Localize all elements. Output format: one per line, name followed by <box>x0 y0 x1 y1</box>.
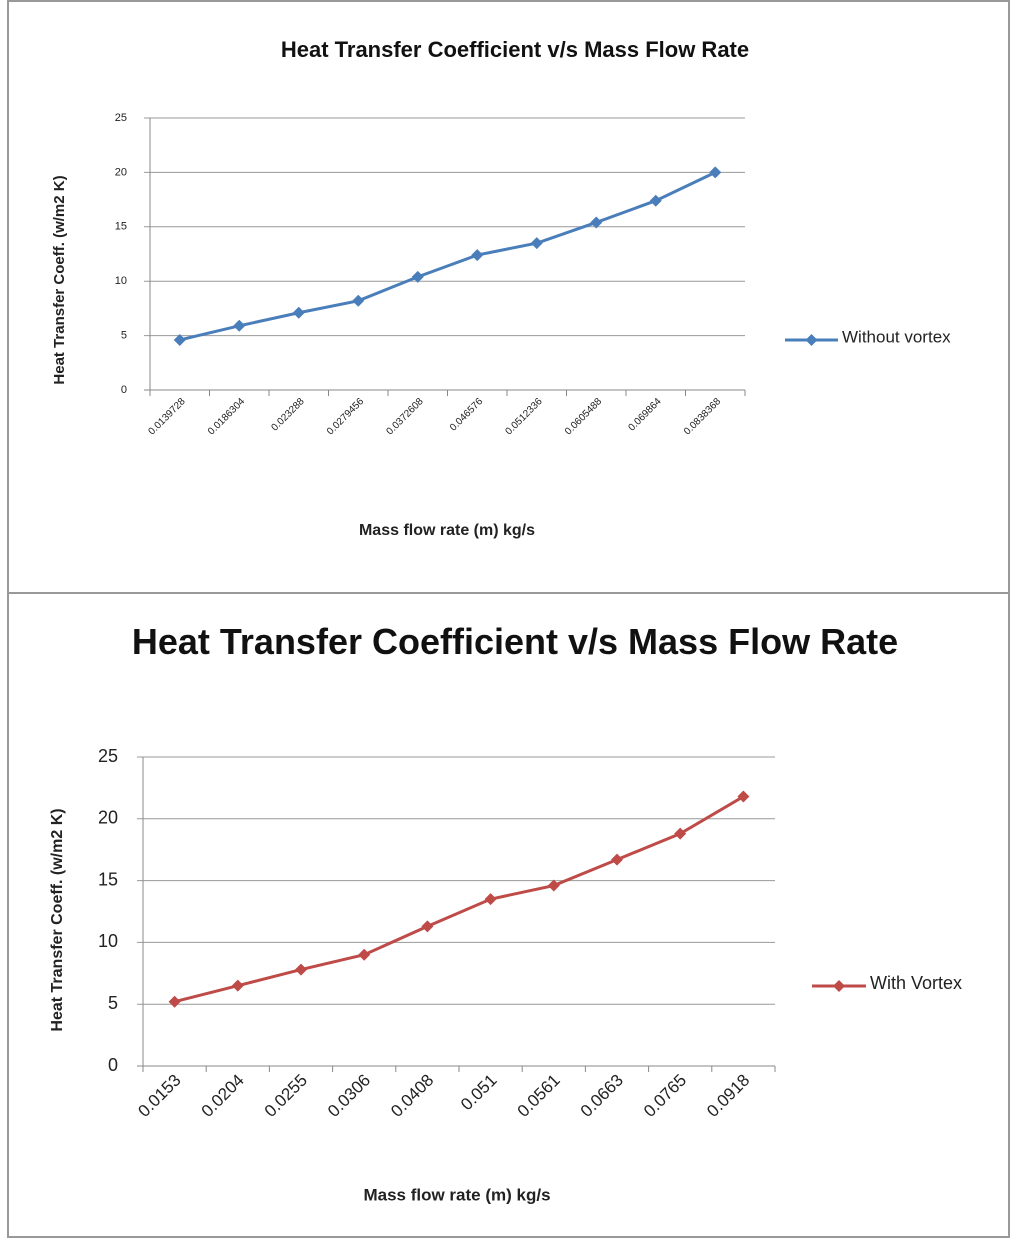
x-tick-label: 0.0255 <box>261 1071 311 1121</box>
point <box>295 963 307 976</box>
x-tick-label: 0.0186304 <box>206 396 248 438</box>
y-axis-label: Heat Transfer Coeff. (w/m2 K) <box>49 808 66 1031</box>
x-tick-label: 0.051 <box>457 1071 501 1115</box>
point <box>168 995 181 1008</box>
y-tick-label: 25 <box>98 746 118 766</box>
x-tick-label: 0.0408 <box>387 1071 437 1121</box>
point <box>484 893 497 906</box>
y-axis-label: Heat Transfer Coeff. (w/m2 K) <box>51 175 68 384</box>
point <box>292 306 305 319</box>
series-line <box>174 795 745 1004</box>
point <box>352 294 365 307</box>
title-box: Heat Transfer Coefficient v/s Mass Flow … <box>280 37 750 62</box>
x-tick-label: 0.0512336 <box>504 396 546 438</box>
x-tick-label: 0.0372608 <box>385 396 427 438</box>
point <box>590 216 603 229</box>
point <box>674 827 687 840</box>
x-tick-label: 0.023288 <box>269 396 307 434</box>
panel <box>7 592 1010 1238</box>
point <box>411 270 424 283</box>
x-tick-label: 0.0139728 <box>147 396 189 438</box>
x-tick-label: 0.0765 <box>640 1071 690 1121</box>
point <box>173 333 186 346</box>
legend-label: Without vortex <box>842 327 951 346</box>
point <box>611 853 623 866</box>
x-tick-label: 0.0663 <box>577 1071 627 1121</box>
x-axis-label: Mass flow rate (m) kg/s <box>363 1185 550 1204</box>
chart-title: Heat Transfer Coefficient v/s Mass Flow … <box>131 621 899 662</box>
point <box>547 879 560 892</box>
point <box>358 948 371 961</box>
panel <box>7 0 1010 594</box>
point <box>709 166 722 179</box>
series-line <box>179 171 716 342</box>
y-tick-label: 5 <box>121 330 127 342</box>
point <box>231 979 244 992</box>
x-tick-label: 0.0279456 <box>325 396 367 438</box>
legend-label: With Vortex <box>870 973 962 993</box>
x-axis-label: Mass flow rate (m) kg/s <box>359 522 535 539</box>
title-box: Heat Transfer Coefficient v/s Mass Flow … <box>131 621 899 662</box>
x-tick-label: 0.0605488 <box>563 396 605 438</box>
chart-title: Heat Transfer Coefficient v/s Mass Flow … <box>280 37 750 62</box>
y-tick-label: 5 <box>108 993 118 1013</box>
x-tick-label: 0.0918 <box>703 1071 753 1121</box>
legend-marker <box>805 334 818 346</box>
x-tick-label: 0.046576 <box>448 396 486 434</box>
point <box>233 319 246 332</box>
x-tick-label: 0.0306 <box>324 1071 374 1121</box>
y-tick-label: 10 <box>115 275 127 287</box>
y-tick-label: 10 <box>98 931 118 951</box>
y-tick-label: 0 <box>121 384 127 396</box>
y-tick-label: 25 <box>115 112 127 124</box>
point <box>737 790 750 803</box>
point <box>471 249 484 262</box>
point <box>649 194 662 207</box>
x-tick-label: 0.0838368 <box>682 396 724 438</box>
x-tick-label: 0.0153 <box>134 1071 184 1121</box>
point <box>530 237 543 250</box>
y-tick-label: 20 <box>98 808 118 828</box>
y-tick-label: 0 <box>108 1055 118 1075</box>
legend-marker <box>833 980 845 992</box>
point <box>421 920 434 933</box>
x-tick-label: 0.0204 <box>198 1071 248 1121</box>
x-tick-label: 0.069864 <box>626 396 664 434</box>
y-tick-label: 20 <box>115 166 127 178</box>
y-tick-label: 15 <box>98 869 118 889</box>
x-tick-label: 0.0561 <box>514 1071 564 1121</box>
y-tick-label: 15 <box>115 221 127 233</box>
